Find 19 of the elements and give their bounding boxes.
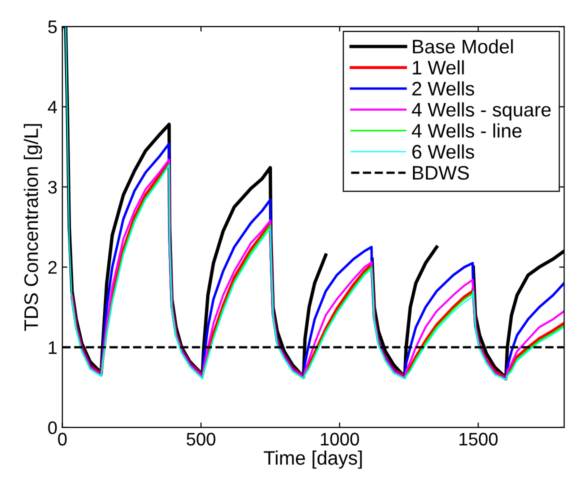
y-tick-label: 0 — [48, 421, 57, 434]
x-tick-label: 1000 — [320, 432, 359, 446]
y-tick-label: 4 — [48, 100, 57, 114]
x-tick-label: 0 — [58, 432, 67, 446]
x-tick-label: 500 — [186, 432, 216, 446]
legend-label: 4 Wells - square — [412, 102, 551, 120]
y-tick-label: 5 — [48, 20, 57, 34]
x-axis-title: Time [days] — [264, 450, 362, 469]
legend-label: BDWS — [412, 166, 469, 180]
x-tick-label: 1500 — [460, 432, 498, 446]
legend-label: 6 Wells — [412, 144, 474, 159]
legend-label: 1 Well — [412, 60, 464, 75]
y-tick-label: 1 — [48, 341, 57, 354]
y-tick-label: 2 — [48, 261, 57, 274]
legend-label: 2 Wells — [412, 81, 474, 96]
legend-label: Base Model — [412, 39, 513, 54]
y-axis-title: TDS Concentration [g/L] — [24, 124, 42, 331]
y-tick-label: 3 — [48, 180, 57, 194]
legend-label: 4 Wells - line — [412, 123, 522, 138]
